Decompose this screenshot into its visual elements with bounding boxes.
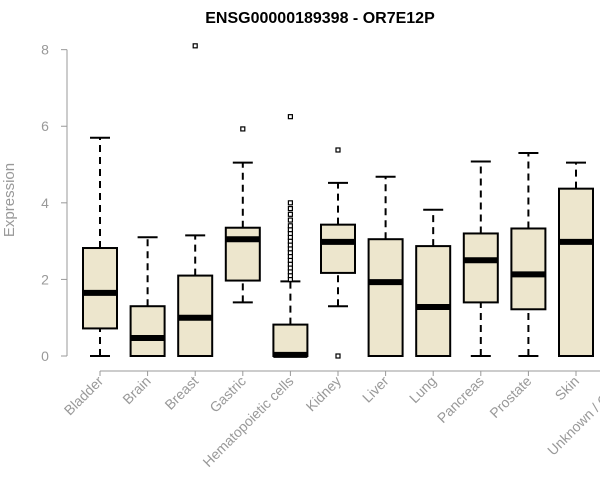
box-group xyxy=(367,175,404,358)
box-iqr xyxy=(129,305,166,357)
x-tick-label: Pancreas xyxy=(434,373,487,426)
box-iqr xyxy=(272,323,309,358)
box-iqr xyxy=(462,232,499,304)
y-tick-label: 6 xyxy=(41,118,49,134)
x-tick-label: Gastric xyxy=(206,373,249,416)
x-tick-label: Liver xyxy=(359,373,392,406)
x-tick-label: Hematopoietic cells xyxy=(199,373,296,470)
chart-title: ENSG00000189398 - OR7E12P xyxy=(205,10,435,27)
outlier-point xyxy=(192,43,198,49)
x-tick-label: Skin xyxy=(552,373,583,404)
outlier-point xyxy=(240,126,246,132)
box-group xyxy=(320,147,356,359)
x-tick-label: Breast xyxy=(161,373,201,413)
box-iqr xyxy=(415,245,452,358)
outlier-point xyxy=(287,114,293,120)
y-tick-label: 4 xyxy=(41,195,49,211)
outlier-point xyxy=(335,147,341,153)
x-tick-label: Bladder xyxy=(61,373,107,419)
x-tick-label: Prostate xyxy=(486,373,534,421)
box-iqr xyxy=(510,227,547,311)
outlier-point xyxy=(287,211,293,217)
y-tick-label: 8 xyxy=(41,42,49,58)
outlier-point xyxy=(287,205,293,212)
y-axis-label: Expression xyxy=(1,163,18,237)
box-iqr xyxy=(224,226,261,282)
box-iqr xyxy=(367,238,404,358)
box-iqr xyxy=(82,247,118,330)
x-tick-label: Brain xyxy=(119,373,153,407)
y-axis: 0 2 4 6 8 xyxy=(41,42,68,364)
x-tick-label: Lung xyxy=(406,373,439,406)
box-group xyxy=(510,152,547,357)
y-tick-label: 0 xyxy=(41,348,49,364)
outlier-point xyxy=(335,353,341,359)
outlier-point xyxy=(287,217,293,223)
box-iqr xyxy=(558,187,594,357)
box-group xyxy=(558,161,594,357)
box-group xyxy=(415,208,452,358)
box-group xyxy=(82,136,118,357)
outlier-point xyxy=(287,200,293,206)
box-group xyxy=(272,114,309,358)
outlier-point xyxy=(287,223,293,229)
box-group xyxy=(462,160,499,357)
boxes-group xyxy=(82,43,594,359)
box-group xyxy=(129,236,166,357)
x-tick-label: Kidney xyxy=(303,373,345,415)
y-tick-label: 2 xyxy=(41,271,49,287)
box-iqr xyxy=(320,223,356,274)
box-group xyxy=(177,43,214,357)
box-group xyxy=(224,126,261,304)
